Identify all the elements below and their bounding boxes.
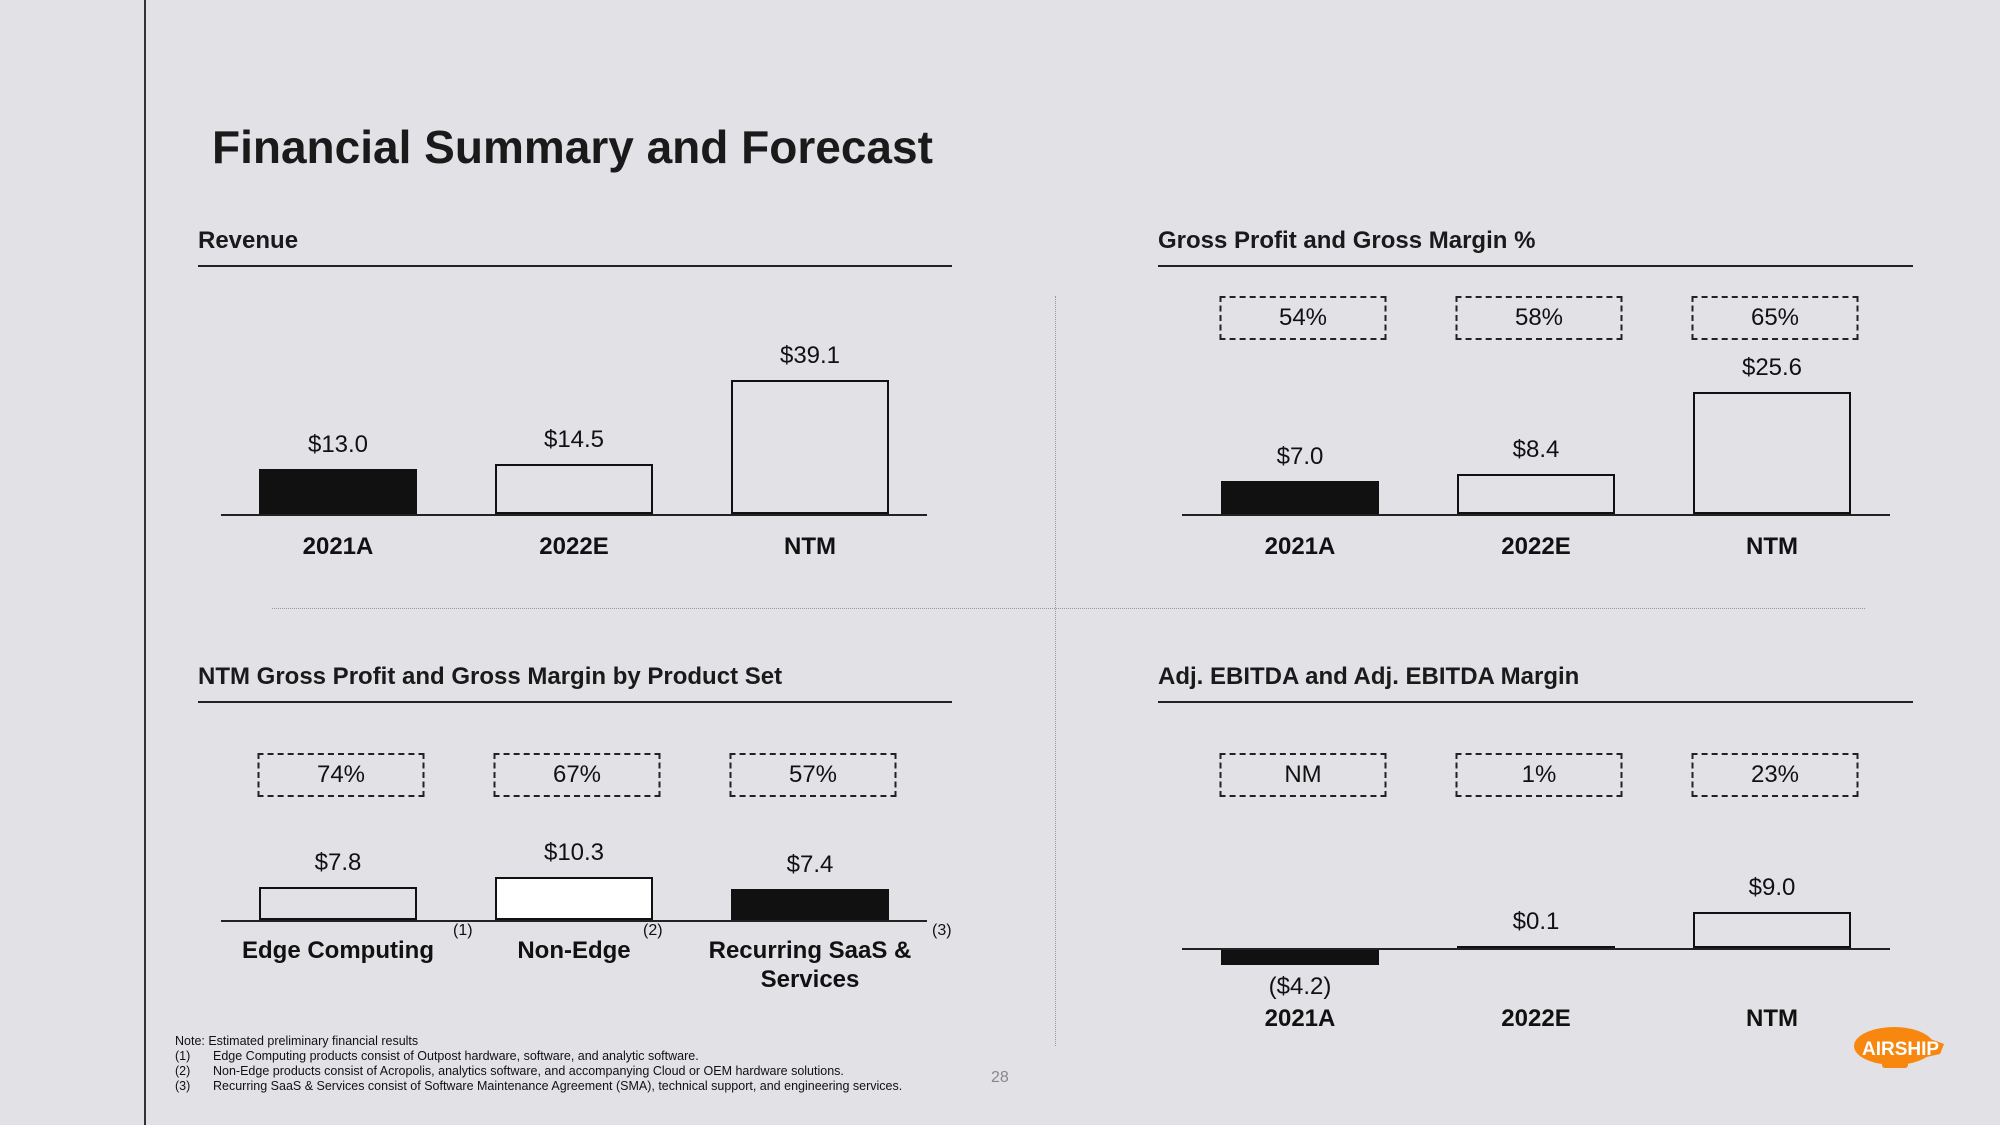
footnote-marker: (1)	[453, 922, 473, 939]
footnote-2: (2) Non-Edge products consist of Acropoli…	[175, 1064, 902, 1079]
data-label: $13.0	[307, 431, 369, 459]
margin-box: 58%	[1455, 296, 1623, 340]
category-label: 2021A	[1264, 1005, 1336, 1032]
footnote-key: (3)	[175, 1079, 191, 1093]
page-number: 28	[991, 1069, 1009, 1086]
revenue-heading: Revenue	[198, 227, 299, 254]
left-border-line	[144, 0, 146, 1125]
category-label: Edge Computing	[242, 937, 434, 964]
airship-logo: AIRSHIP	[1852, 1024, 1948, 1079]
data-label: $25.6	[1741, 353, 1803, 381]
svg-text:AIRSHIP: AIRSHIP	[1862, 1039, 1939, 1060]
ebitda-heading: Adj. EBITDA and Adj. EBITDA Margin	[1158, 663, 1580, 690]
data-label: $14.5	[543, 426, 605, 454]
footnote-text: Non-Edge products consist of Acropolis, …	[213, 1064, 844, 1078]
vertical-divider	[1055, 296, 1056, 1046]
data-label: $7.4	[786, 850, 834, 878]
x-axis-baseline	[1182, 948, 1890, 950]
data-label: $7.0	[1276, 442, 1324, 470]
bar	[731, 379, 889, 514]
category-label: 2021A	[302, 533, 374, 560]
category-label: 2021A	[1264, 533, 1336, 560]
bar	[1693, 912, 1851, 948]
data-label: $7.8	[314, 849, 362, 877]
bar	[1693, 391, 1851, 514]
bar	[495, 876, 653, 920]
footnote-marker: (3)	[932, 922, 952, 939]
bar	[259, 887, 417, 920]
footnote-key: (2)	[175, 1064, 191, 1078]
bar	[495, 464, 653, 514]
category-label: 2022E	[539, 533, 609, 560]
data-label: $39.1	[779, 341, 841, 369]
ebitda-heading-rule	[1158, 701, 1913, 703]
data-label: ($4.2)	[1268, 972, 1332, 1000]
footnote-key: (1)	[175, 1049, 191, 1063]
gross-profit-heading-rule	[1158, 265, 1913, 267]
category-label: NTM	[784, 533, 836, 560]
bar	[1457, 473, 1615, 514]
page-title: Financial Summary and Forecast	[212, 121, 933, 173]
bar	[1221, 948, 1379, 965]
x-axis-baseline	[1182, 514, 1890, 516]
product-set-heading: NTM Gross Profit and Gross Margin by Pro…	[198, 663, 783, 690]
category-label: NTM	[1746, 1005, 1798, 1032]
footnote-text: Recurring SaaS & Services consist of Sof…	[213, 1079, 903, 1093]
margin-box: 57%	[729, 753, 897, 797]
bar	[1457, 946, 1615, 948]
category-label: 2022E	[1501, 1005, 1571, 1032]
footnote-3: (3) Recurring SaaS & Services consist of …	[175, 1079, 902, 1094]
category-label: Recurring SaaS & Services	[708, 937, 912, 993]
footnote-text: Edge Computing products consist of Outpo…	[213, 1049, 699, 1063]
margin-box: 74%	[257, 753, 425, 797]
data-label: $0.1	[1512, 908, 1560, 935]
bar	[731, 888, 889, 920]
margin-box: 54%	[1219, 296, 1387, 340]
revenue-heading-rule	[198, 265, 952, 267]
margin-box: 65%	[1691, 296, 1859, 340]
margin-box: 67%	[493, 753, 661, 797]
category-label: NTM	[1746, 533, 1798, 560]
horizontal-divider	[272, 608, 1865, 609]
data-label: $9.0	[1748, 874, 1796, 901]
bar	[1221, 480, 1379, 514]
footnote-marker: (2)	[643, 922, 663, 939]
margin-box: 1%	[1455, 753, 1623, 797]
data-label: $8.4	[1512, 435, 1560, 463]
category-label: 2022E	[1501, 533, 1571, 560]
footnote-1: (1) Edge Computing products consist of Ou…	[175, 1049, 902, 1064]
x-axis-baseline	[221, 514, 927, 516]
data-label: $10.3	[543, 838, 605, 866]
margin-box: NM	[1219, 753, 1387, 797]
category-label: Non-Edge	[517, 937, 631, 964]
margin-box: 23%	[1691, 753, 1859, 797]
notes-header: Note: Estimated preliminary financial re…	[175, 1034, 419, 1048]
footnotes: Note: Estimated preliminary financial re…	[175, 1034, 902, 1094]
gross-profit-heading: Gross Profit and Gross Margin %	[1158, 227, 1536, 254]
x-axis-baseline	[221, 920, 927, 922]
bar	[259, 469, 417, 514]
product-set-heading-rule	[198, 701, 952, 703]
